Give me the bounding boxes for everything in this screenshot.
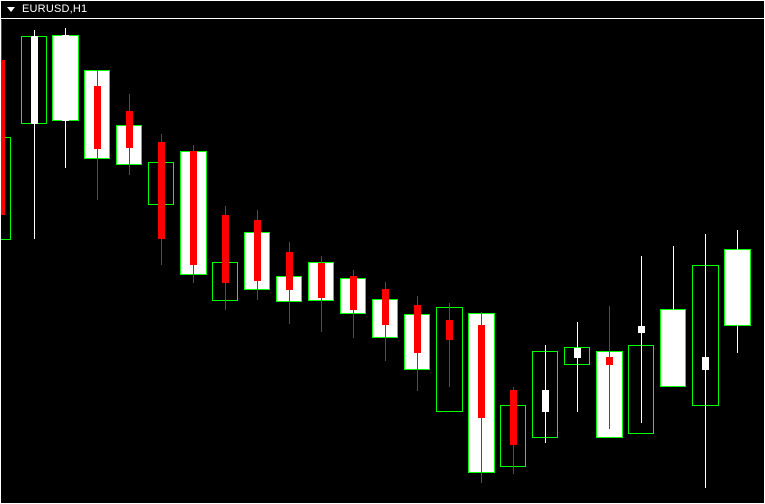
candle-body	[350, 276, 357, 310]
candlestick-bear	[149, 20, 174, 503]
candlestick-bear	[341, 20, 366, 503]
candle-body	[542, 390, 549, 412]
candle-body	[414, 305, 421, 353]
candlestick-bear	[181, 20, 206, 503]
symbol-timeframe-label: EURUSD,H1	[22, 3, 88, 15]
candle-body	[574, 348, 581, 358]
candle-body	[510, 390, 517, 445]
candle-wick	[577, 322, 578, 412]
candlestick-bear	[213, 20, 238, 503]
candlestick-bull	[565, 20, 590, 503]
candle-body	[158, 142, 165, 239]
candle-body	[1, 60, 5, 215]
candle-body	[670, 311, 677, 368]
candle-body	[94, 86, 101, 149]
candle-body	[478, 325, 485, 418]
candle-body	[286, 252, 293, 290]
candlestick-bear	[469, 20, 494, 503]
candlestick-bear	[245, 20, 270, 503]
candlestick-bear	[117, 20, 142, 503]
candle-wick	[449, 303, 450, 387]
candlestick-bear	[373, 20, 398, 503]
candlestick-bear	[597, 20, 622, 503]
chart-header-bar[interactable]: EURUSD,H1	[1, 1, 764, 19]
chevron-down-icon[interactable]	[7, 7, 15, 12]
candle-body	[222, 215, 229, 283]
candle-body	[606, 357, 613, 365]
candle-body	[126, 111, 133, 148]
candle-body	[734, 250, 741, 296]
candle-body	[702, 357, 709, 370]
candle-wick	[609, 306, 610, 429]
candle-wick	[34, 30, 35, 239]
candlestick-bull	[629, 20, 654, 503]
candlestick-bear	[277, 20, 302, 503]
candlestick-bull	[661, 20, 686, 503]
candlestick-bull	[53, 20, 78, 503]
candlestick-bull	[22, 20, 47, 503]
candle-body	[254, 220, 261, 281]
candle-body	[318, 263, 325, 298]
candlestick-bear	[1, 20, 14, 503]
candlestick-bear	[501, 20, 526, 503]
candle-body	[446, 320, 453, 340]
candlestick-bear	[309, 20, 334, 503]
zone-rectangle	[1, 137, 11, 240]
candle-body	[190, 151, 197, 265]
candle-body	[31, 36, 38, 124]
candlestick-bull	[725, 20, 750, 503]
candlestick-bull	[693, 20, 718, 503]
candle-body	[638, 326, 645, 333]
candle-body	[382, 289, 389, 325]
candlestick-bull	[533, 20, 558, 503]
candlestick-bear	[405, 20, 430, 503]
candle-wick	[641, 256, 642, 423]
candlestick-bear	[85, 20, 110, 503]
candle-body	[62, 35, 69, 121]
candlestick-bear	[437, 20, 462, 503]
candlestick-plot-area[interactable]	[1, 20, 764, 503]
